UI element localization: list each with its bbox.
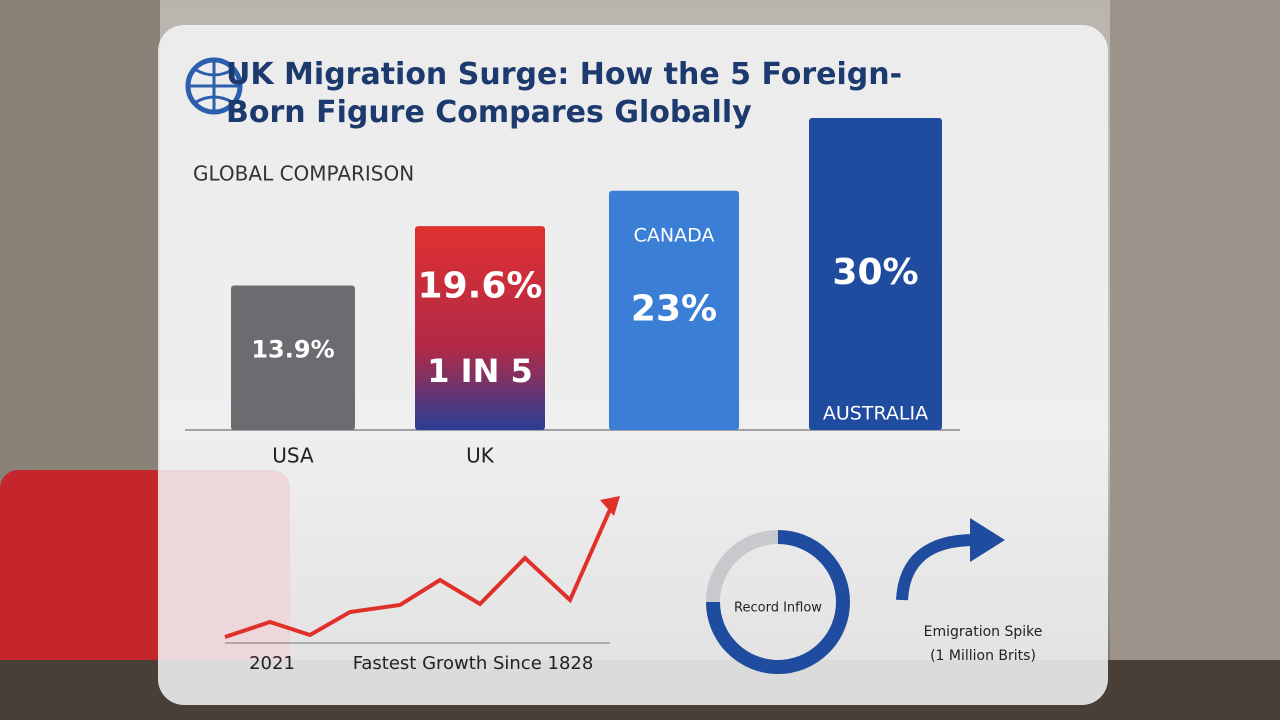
value-label: 19.6% bbox=[418, 265, 543, 306]
bar bbox=[809, 118, 942, 430]
x-tick-label: UK bbox=[466, 444, 495, 468]
annotation: 2021 bbox=[249, 653, 295, 674]
chart-title: UK Migration Surge: How the 5 Foreign-Bo… bbox=[226, 57, 903, 130]
value-label: 23% bbox=[631, 288, 717, 329]
value-label: 13.9% bbox=[251, 335, 334, 363]
bar bbox=[609, 190, 739, 430]
annotation: Emigration Spike bbox=[924, 624, 1043, 640]
spike-arrowhead bbox=[970, 518, 1005, 562]
bar bbox=[415, 226, 545, 430]
subtitle: GLOBAL COMPARISON bbox=[193, 162, 414, 186]
spike-arrow bbox=[896, 534, 976, 601]
annotation: 1 IN 5 bbox=[427, 352, 533, 390]
donut-arc bbox=[706, 530, 850, 674]
annotation: (1 Million Brits) bbox=[930, 648, 1036, 664]
annotation: Record Inflow bbox=[734, 601, 822, 616]
bar bbox=[231, 285, 355, 430]
x-tick-label: USA bbox=[272, 444, 314, 468]
logo-lines bbox=[188, 60, 240, 112]
value-label: 30% bbox=[832, 252, 918, 293]
trend-arrowhead bbox=[600, 496, 620, 516]
annotation: Fastest Growth Since 1828 bbox=[353, 653, 594, 674]
x-tick-label: AUSTRALIA bbox=[823, 403, 928, 425]
x-tick-label: CANADA bbox=[634, 224, 715, 246]
trend-line bbox=[224, 504, 614, 639]
building-right bbox=[1110, 0, 1280, 720]
